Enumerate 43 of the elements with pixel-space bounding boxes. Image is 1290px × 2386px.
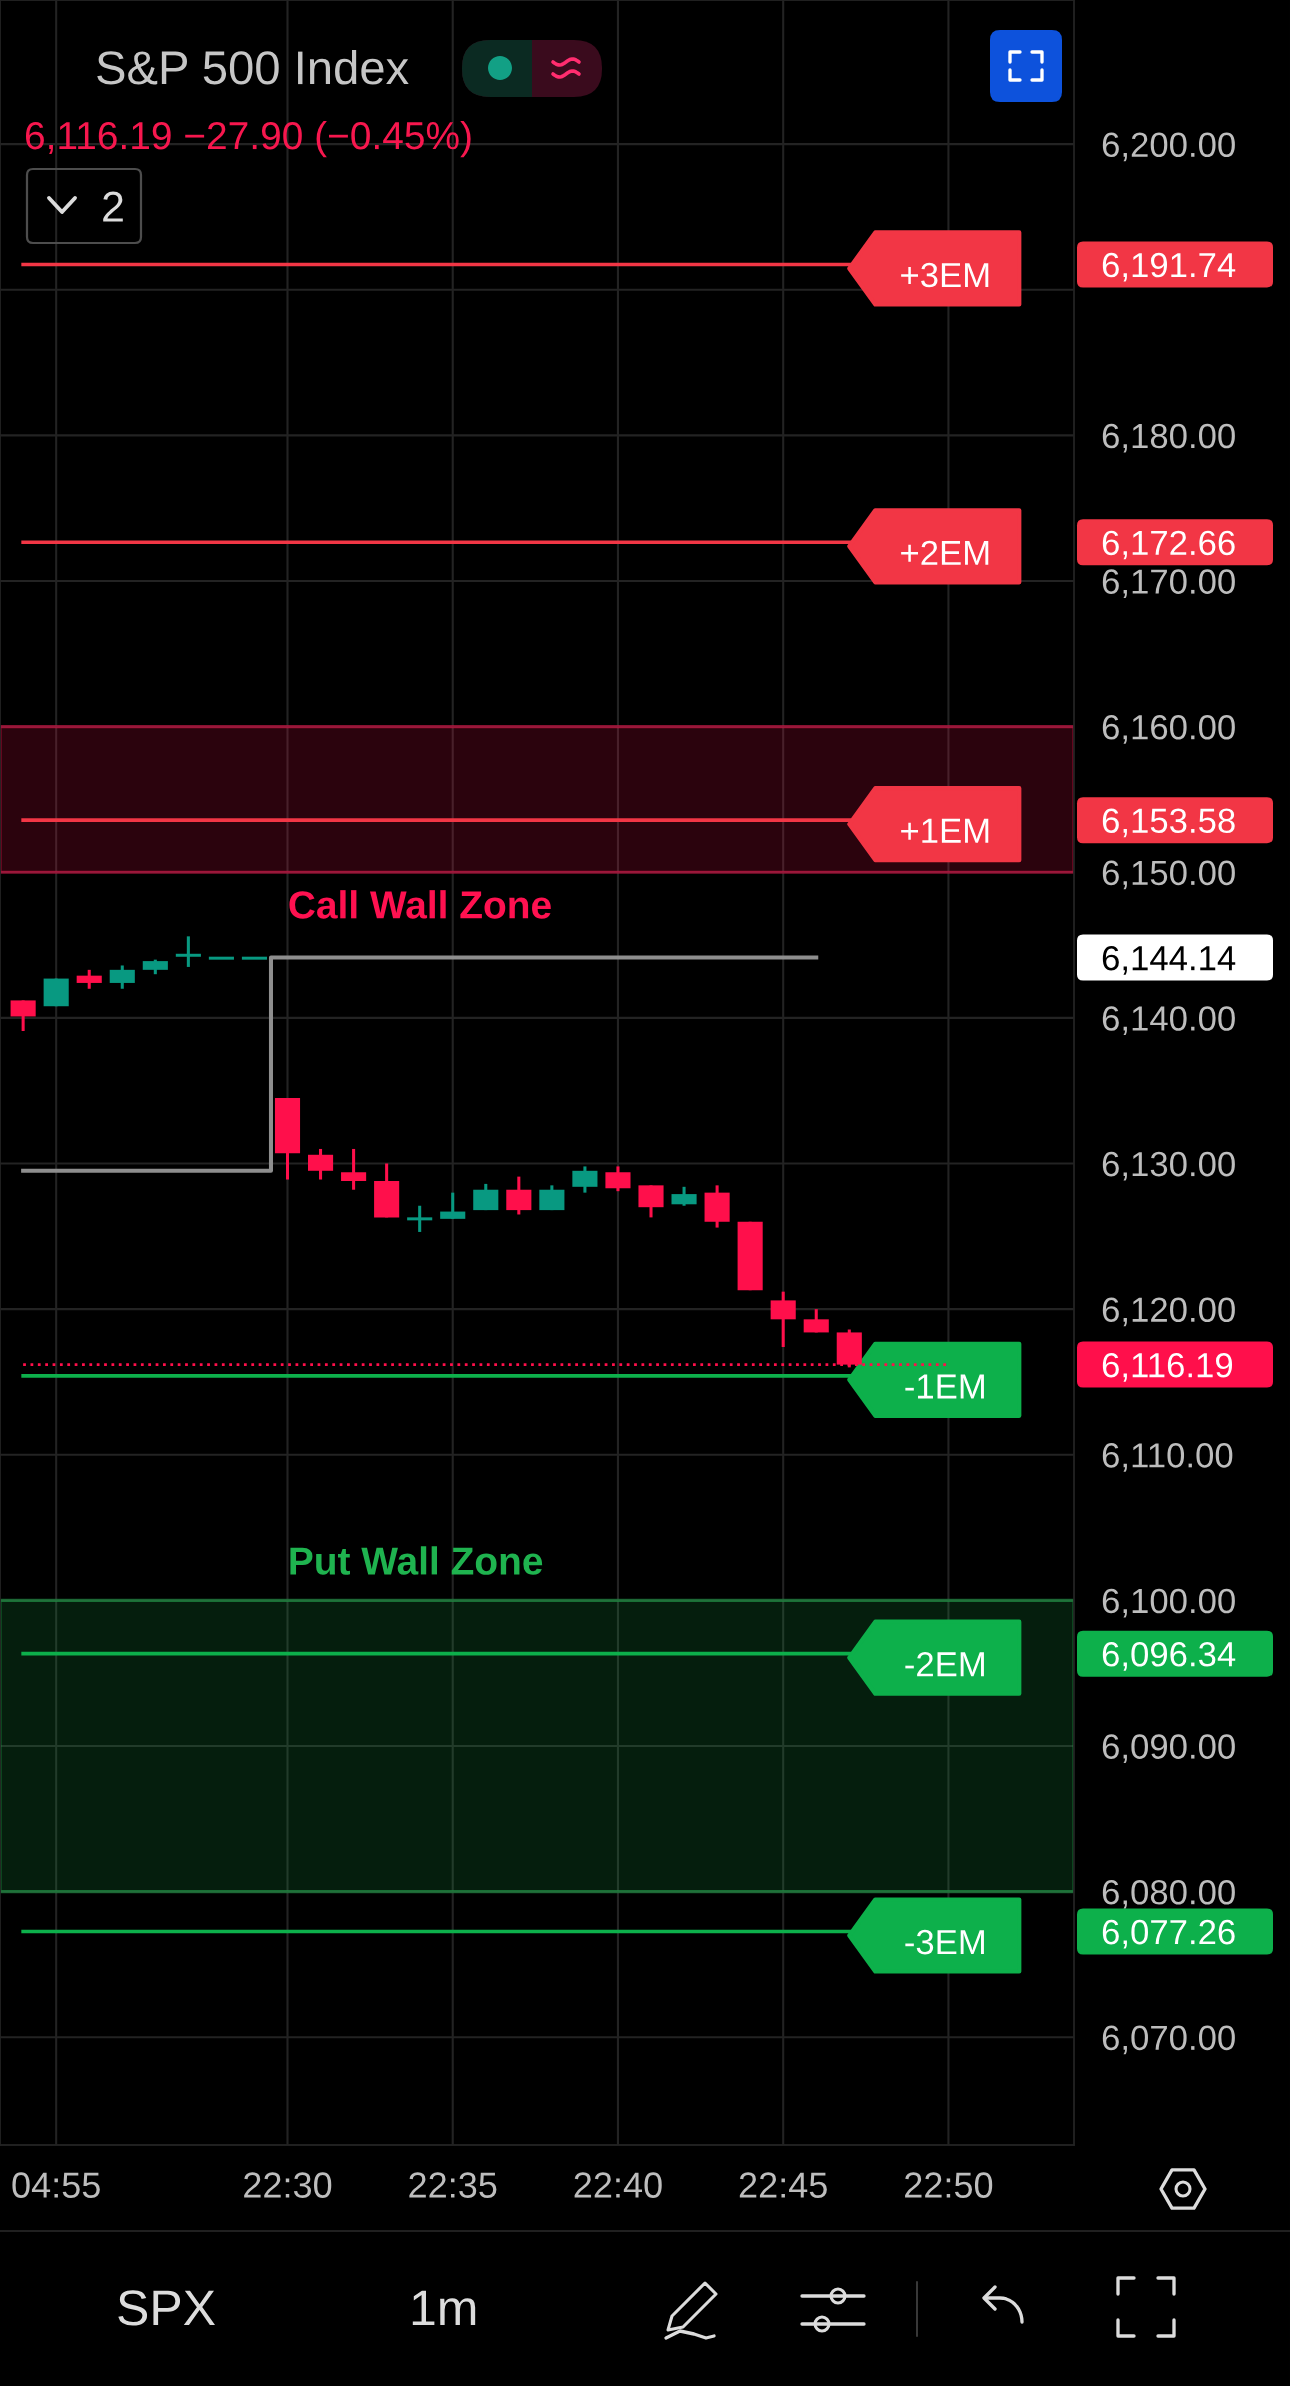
y2-tick-label: 6,116.19 xyxy=(1102,1352,1233,1382)
y2-tick-label: 6,096.34 xyxy=(1102,1642,1236,1671)
x-tick-label: 22:50 xyxy=(905,2172,993,2198)
y-tick-label: 6,100.00 xyxy=(1102,1588,1235,1618)
band-label: Put Wall Zone xyxy=(290,1546,543,1575)
annotation: 2 xyxy=(103,191,123,222)
y2-tick-label: 6,153.58 xyxy=(1102,808,1235,838)
y2-tick-label: 6,077.26 xyxy=(1102,1919,1235,1949)
y-tick-label: 6,130.00 xyxy=(1102,1151,1235,1181)
y-tick-label: 6,140.00 xyxy=(1102,1006,1235,1035)
candlestick xyxy=(407,1205,433,1232)
series-label: -1EM xyxy=(905,1374,984,1399)
text: 1m xyxy=(412,2290,476,2326)
text: S&P 500 Index xyxy=(97,49,409,85)
candlestick xyxy=(175,936,201,967)
series-label: +2EM xyxy=(901,540,989,565)
y-tick-label: 6,180.00 xyxy=(1102,423,1235,453)
x-tick-label: 04:55 xyxy=(12,2172,100,2198)
y2-tick-label: 6,144.14 xyxy=(1102,945,1236,975)
text: SPX xyxy=(118,2290,215,2326)
x-tick-label: 22:40 xyxy=(574,2172,662,2198)
y-tick-label: 6,120.00 xyxy=(1102,1297,1235,1327)
text: 6,116.19 −27.90 (−0.45%) xyxy=(25,120,471,158)
y-tick-label: 6,070.00 xyxy=(1102,2025,1235,2055)
y-tick-label: 6,090.00 xyxy=(1102,1734,1235,1764)
candlestick xyxy=(76,968,102,989)
y-tick-label: 6,110.00 xyxy=(1102,1443,1233,1472)
y-tick-label: 6,170.00 xyxy=(1102,569,1235,599)
y-tick-label: 6,160.00 xyxy=(1102,714,1235,744)
y2-tick-label: 6,191.74 xyxy=(1102,252,1236,282)
series-label: -3EM xyxy=(905,1929,984,1955)
y-tick-label: 6,200.00 xyxy=(1102,132,1235,162)
x-tick-label: 22:45 xyxy=(739,2172,827,2198)
x-tick-label: 22:30 xyxy=(244,2172,332,2198)
series-label: +1EM xyxy=(901,818,989,843)
x-tick-label: 22:35 xyxy=(409,2172,497,2198)
band-label: Call Wall Zone xyxy=(289,890,551,919)
y-tick-label: 6,080.00 xyxy=(1102,1879,1235,1909)
y-tick-label: 6,150.00 xyxy=(1102,860,1235,890)
candlestick xyxy=(341,1147,367,1190)
series-label: -2EM xyxy=(905,1652,984,1677)
y2-tick-label: 6,172.66 xyxy=(1102,530,1235,560)
series-label: +3EM xyxy=(901,262,989,288)
